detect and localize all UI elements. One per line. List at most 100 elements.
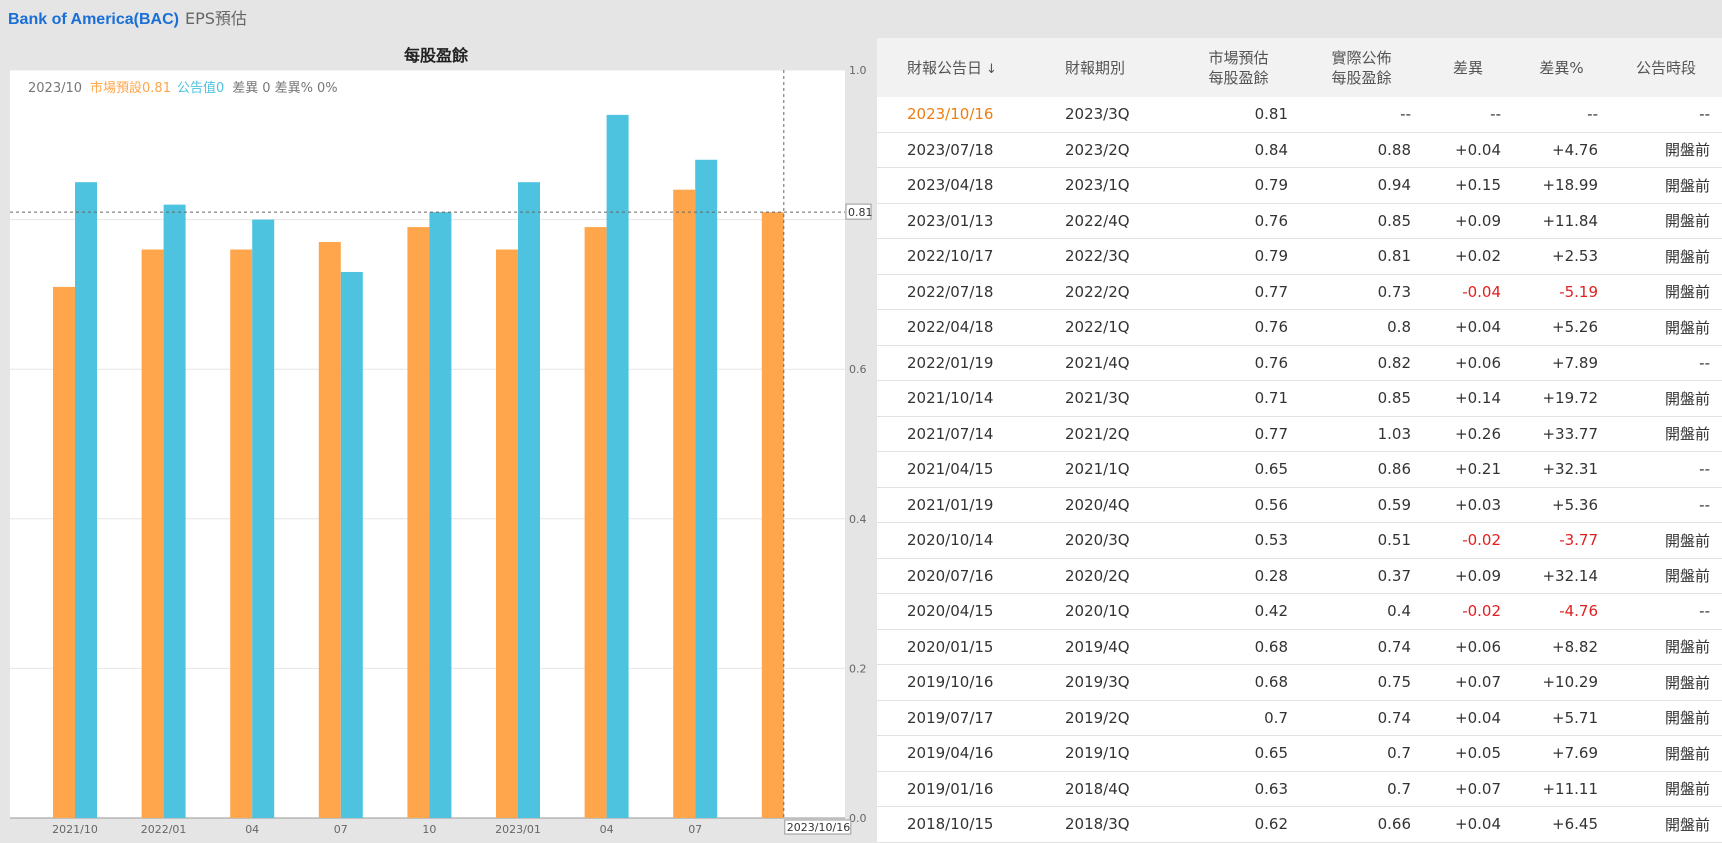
cell-estimate-eps: 0.76 (1177, 309, 1300, 346)
table-row[interactable]: 2022/04/18 2022/1Q 0.76 0.8 +0.04 +5.26 開盤前 (877, 309, 1722, 346)
table-row[interactable]: 2022/01/19 2021/4Q 0.76 0.82 +0.06 +7.89 -- (877, 345, 1722, 381)
cell-actual-eps: 0.75 (1300, 664, 1423, 701)
cell-actual-eps: 0.86 (1300, 451, 1423, 488)
info-diff-value: 0 (262, 81, 270, 96)
cell-report-date: 2019/10/16 (877, 664, 1047, 701)
cell-report-time: 開盤前 (1610, 167, 1722, 204)
table-row[interactable]: 2019/04/16 2019/1Q 0.65 0.7 +0.05 +7.69 開盤前 (877, 735, 1722, 772)
cell-difference-pct: +7.89 (1513, 345, 1610, 381)
cell-difference: +0.04 (1423, 132, 1513, 168)
table-row[interactable]: 2018/10/15 2018/3Q 0.62 0.66 +0.04 +6.45 開盤前 (877, 806, 1722, 843)
cell-difference: +0.09 (1423, 558, 1513, 594)
cell-report-date: 2018/10/15 (877, 806, 1047, 843)
cell-estimate-eps: 0.79 (1177, 167, 1300, 204)
cell-difference-pct: +19.72 (1513, 380, 1610, 417)
info-diff-label: 差異 (232, 81, 258, 96)
column-header-5[interactable]: 差異% (1513, 38, 1610, 97)
cell-report-date: 2019/01/16 (877, 771, 1047, 807)
cell-difference: -0.02 (1423, 522, 1513, 559)
table-row[interactable]: 2022/10/17 2022/3Q 0.79 0.81 +0.02 +2.53 開盤前 (877, 238, 1722, 275)
cell-report-period: 2018/4Q (1047, 771, 1177, 807)
cell-difference-pct: +2.53 (1513, 238, 1610, 275)
cell-difference: +0.04 (1423, 700, 1513, 736)
sort-arrow-icon[interactable]: ↓ (986, 61, 997, 77)
cell-report-date: 2023/01/13 (877, 203, 1047, 239)
bar-estimate[interactable] (761, 212, 784, 818)
table-row[interactable]: 2019/07/17 2019/2Q 0.7 0.74 +0.04 +5.71 開盤前 (877, 700, 1722, 736)
cell-difference-pct: +7.69 (1513, 735, 1610, 772)
column-header-4[interactable]: 差異 (1423, 38, 1513, 97)
cell-estimate-eps: 0.56 (1177, 487, 1300, 523)
cell-report-time: 開盤前 (1610, 664, 1722, 701)
cell-actual-eps: 1.03 (1300, 416, 1423, 452)
cell-estimate-eps: 0.76 (1177, 345, 1300, 381)
company-link[interactable]: Bank of America(BAC) (8, 11, 179, 28)
cell-difference-pct: +5.26 (1513, 309, 1610, 346)
cell-actual-eps: 0.73 (1300, 274, 1423, 310)
x-tick-label: 10 (422, 823, 436, 836)
eps-chart[interactable]: 0.0 0.2 0.4 0.6 1.0 2021/10 2022/01 04 07 10 2023/… (0, 66, 872, 843)
table-row[interactable]: 2021/04/15 2021/1Q 0.65 0.86 +0.21 +32.31 -- (877, 451, 1722, 488)
column-header-1[interactable]: 財報期別 (1047, 38, 1177, 97)
table-row[interactable]: 2020/10/14 2020/3Q 0.53 0.51 -0.02 -3.77 開盤前 (877, 522, 1722, 559)
cell-difference-pct: -4.76 (1513, 593, 1610, 630)
y-tick-label: 0.4 (849, 513, 867, 526)
table-row[interactable]: 2019/10/16 2019/3Q 0.68 0.75 +0.07 +10.29 開盤前 (877, 664, 1722, 701)
cell-difference-pct: +6.45 (1513, 806, 1610, 843)
cell-actual-eps: 0.59 (1300, 487, 1423, 523)
column-header-3[interactable]: 實際公佈 每股盈餘 (1300, 38, 1423, 97)
cell-report-time: -- (1610, 345, 1722, 381)
column-header-6[interactable]: 公告時段 (1610, 38, 1722, 97)
crosshair-y-box (845, 203, 872, 220)
cell-report-date: 2023/04/18 (877, 167, 1047, 204)
table-row[interactable]: 2022/07/18 2022/2Q 0.77 0.73 -0.04 -5.19 開盤前 (877, 274, 1722, 310)
bar-actual[interactable] (606, 114, 629, 818)
cell-difference: +0.21 (1423, 451, 1513, 488)
cell-report-time: 開盤前 (1610, 735, 1722, 772)
cell-report-period: 2021/3Q (1047, 380, 1177, 417)
table-row[interactable]: 2023/10/16 2023/3Q 0.81 -- -- -- -- (877, 97, 1722, 133)
cell-report-date: 2020/10/14 (877, 522, 1047, 559)
cell-report-period: 2023/2Q (1047, 132, 1177, 168)
cell-report-period: 2019/3Q (1047, 664, 1177, 701)
page-tag: EPS預估 (185, 9, 247, 28)
bar-actual[interactable] (75, 182, 97, 818)
column-header-2[interactable]: 市場預估 每股盈餘 (1177, 38, 1300, 97)
bar-actual[interactable] (340, 271, 363, 818)
cell-actual-eps: 0.88 (1300, 132, 1423, 168)
cell-estimate-eps: 0.76 (1177, 203, 1300, 239)
info-est-value: 0.81 (142, 81, 171, 96)
bar-estimate[interactable] (141, 249, 164, 818)
cell-actual-eps: 0.74 (1300, 629, 1423, 665)
bar-estimate[interactable] (673, 189, 696, 818)
table-row[interactable]: 2020/01/15 2019/4Q 0.68 0.74 +0.06 +8.82 開盤前 (877, 629, 1722, 665)
bar-actual[interactable] (695, 159, 718, 818)
bar-estimate[interactable] (496, 249, 518, 818)
info-date: 2023/10 (28, 81, 82, 96)
table-row[interactable]: 2023/04/18 2023/1Q 0.79 0.94 +0.15 +18.99 開盤前 (877, 167, 1722, 204)
bar-estimate[interactable] (407, 227, 430, 818)
bar-estimate[interactable] (230, 249, 253, 818)
table-row[interactable]: 2023/01/13 2022/4Q 0.76 0.85 +0.09 +11.84 開盤前 (877, 203, 1722, 239)
bar-estimate[interactable] (53, 286, 75, 818)
table-row[interactable]: 2021/01/19 2020/4Q 0.56 0.59 +0.03 +5.36 -- (877, 487, 1722, 523)
cell-report-time: 開盤前 (1610, 203, 1722, 239)
cell-report-period: 2020/3Q (1047, 522, 1177, 559)
bar-estimate[interactable] (584, 227, 607, 818)
bar-actual[interactable] (429, 212, 452, 818)
cell-difference: -0.02 (1423, 593, 1513, 630)
table-row[interactable]: 2020/07/16 2020/2Q 0.28 0.37 +0.09 +32.14 開盤前 (877, 558, 1722, 594)
bar-actual[interactable] (163, 204, 186, 818)
cell-estimate-eps: 0.63 (1177, 771, 1300, 807)
bar-actual[interactable] (518, 182, 540, 818)
table-row[interactable]: 2021/10/14 2021/3Q 0.71 0.85 +0.14 +19.72 開盤前 (877, 380, 1722, 417)
table-row[interactable]: 2023/07/18 2023/2Q 0.84 0.88 +0.04 +4.76 開盤前 (877, 132, 1722, 168)
column-header-0[interactable]: 財報公告日 ↓ (877, 38, 1047, 97)
table-row[interactable]: 2021/07/14 2021/2Q 0.77 1.03 +0.26 +33.77 開盤前 (877, 416, 1722, 452)
cell-difference: +0.06 (1423, 345, 1513, 381)
table-row[interactable]: 2019/01/16 2018/4Q 0.63 0.7 +0.07 +11.11 開盤前 (877, 771, 1722, 807)
table-row[interactable]: 2020/04/15 2020/1Q 0.42 0.4 -0.02 -4.76 -- (877, 593, 1722, 630)
bar-estimate[interactable] (318, 242, 341, 819)
bar-actual[interactable] (252, 219, 275, 819)
x-tick-label: 2021/10 (52, 823, 98, 836)
